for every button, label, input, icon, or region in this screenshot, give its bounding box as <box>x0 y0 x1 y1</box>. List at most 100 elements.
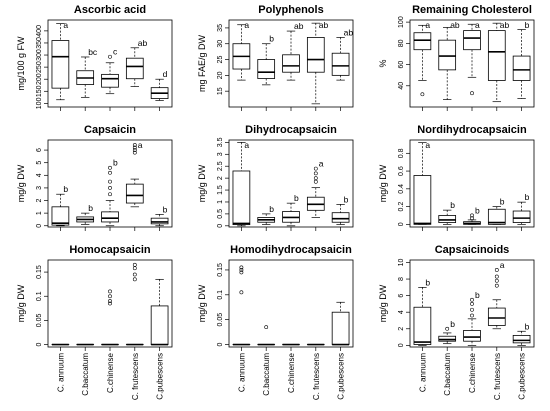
outlier-point <box>132 143 137 147</box>
x-category-label: C.chinense <box>287 352 296 393</box>
outlier-point <box>239 268 244 272</box>
box-5: b <box>512 20 531 99</box>
y-tick-label: 2 <box>36 198 43 202</box>
outlier-point <box>470 297 474 302</box>
outlier-point <box>132 150 137 155</box>
outlier-point <box>420 92 425 97</box>
box-1: a <box>413 140 432 225</box>
box-5 <box>150 278 169 346</box>
box-1: a <box>51 20 70 101</box>
box-4: ab <box>487 20 510 103</box>
outlier-point <box>313 171 318 176</box>
iqr-box <box>232 170 251 226</box>
box-4: b <box>487 197 506 225</box>
y-tick-label: 200 <box>36 73 43 85</box>
box-1: b <box>51 184 70 227</box>
iqr-box <box>413 32 432 51</box>
box-3: a <box>463 20 481 96</box>
box-1: a <box>232 140 251 227</box>
significance-letter: a <box>500 260 505 270</box>
significance-letter: a <box>244 20 249 30</box>
outlier-point <box>108 165 112 170</box>
y-tick-label: 2 <box>217 176 224 180</box>
x-category-label: C.chinense <box>468 352 477 393</box>
iqr-box <box>150 217 169 225</box>
significance-letter: d <box>163 69 168 79</box>
outlier-point <box>108 54 112 59</box>
outlier-point <box>108 170 112 175</box>
y-tick-label: 1 <box>217 200 224 204</box>
panel-4: Capsaicin 0 1 2 3 4 5 6 mg/g DW b b b a b <box>16 124 173 231</box>
iqr-box <box>487 208 506 225</box>
iqr-box <box>331 311 350 345</box>
panel-title: Dihydrocapsaicin <box>245 124 337 136</box>
box-5: b <box>150 204 169 227</box>
panel-5: Dihydrocapsaicin 0 0.5 1 1.5 2 2.5 3 3.5 mg/g DW a… <box>197 124 354 231</box>
y-tick-label: 3.5 <box>217 137 224 147</box>
box-4 <box>125 262 144 346</box>
y-tick-label: 300 <box>36 49 43 61</box>
box-2 <box>257 325 276 346</box>
outlier-point <box>108 179 112 184</box>
box-2: bc <box>76 47 98 98</box>
significance-letter: a <box>319 159 324 169</box>
y-tick-label: 0.4 <box>398 184 405 194</box>
box-5: b <box>512 192 531 225</box>
box-4: ab <box>306 20 329 105</box>
y-tick-label: 0.1 <box>36 291 43 301</box>
significance-letter: ab <box>319 20 329 30</box>
iqr-box <box>438 215 457 223</box>
y-axis-label: mg/g DW <box>16 284 26 322</box>
box-3: b <box>101 158 119 227</box>
significance-letter: b <box>500 197 505 207</box>
y-axis-label: mg/100 g FW <box>16 36 26 91</box>
y-tick-label: 0.1 <box>217 290 224 300</box>
y-tick-label: 0 <box>36 343 43 347</box>
box-1: a <box>232 20 251 81</box>
y-tick-label: 35 <box>217 24 224 32</box>
outlier-point <box>108 294 112 299</box>
significance-letter: b <box>525 20 530 30</box>
y-axis-label: % <box>378 59 388 67</box>
y-tick-label: 3 <box>217 152 224 156</box>
significance-letter: b <box>88 203 93 213</box>
x-category-label: C. annuum <box>56 353 65 392</box>
significance-letter: bc <box>88 47 98 57</box>
iqr-box <box>306 37 325 73</box>
y-axis-label: mg/g DW <box>378 164 388 202</box>
x-category-label: C. annuum <box>237 353 246 392</box>
outlier-point <box>264 325 269 330</box>
outlier-point <box>313 166 318 171</box>
outlier-point <box>445 326 450 331</box>
panel-9: Capsaicinoids 0 2 4 6 8 10 mg/g DW b b b a b C. annuu… <box>378 244 535 400</box>
iqr-box <box>331 212 350 223</box>
x-category-label: C.baccatum <box>81 353 90 396</box>
y-tick-label: 2.5 <box>217 161 224 171</box>
iqr-box <box>51 206 70 226</box>
x-category-label: C.baccatum <box>262 353 271 396</box>
box-2: ab <box>438 20 460 100</box>
significance-letter: a <box>63 20 68 30</box>
box-2: b <box>76 203 95 225</box>
y-tick-label: 6 <box>398 294 405 298</box>
iqr-box <box>512 210 531 223</box>
significance-letter: b <box>344 194 349 204</box>
outlier-point <box>470 91 474 96</box>
box-2: b <box>257 34 276 86</box>
y-tick-label: 0.05 <box>217 313 224 327</box>
box-4: a <box>487 260 506 330</box>
panel-title: Ascorbic acid <box>74 4 146 16</box>
y-axis-label: mg/g DW <box>378 284 388 322</box>
panel-title: Homocapsaicin <box>69 244 151 256</box>
significance-letter: b <box>294 193 299 203</box>
box-3: b <box>463 205 481 225</box>
x-category-label: C.baccatum <box>443 353 452 396</box>
box-5: d <box>150 69 169 101</box>
x-category-label: C.chinense <box>106 352 115 393</box>
y-tick-label: 0 <box>398 343 405 347</box>
iqr-box <box>413 306 432 345</box>
y-axis-label: mg/g DW <box>197 284 207 322</box>
box-5: ab <box>331 27 353 81</box>
significance-letter: ab <box>500 20 510 30</box>
